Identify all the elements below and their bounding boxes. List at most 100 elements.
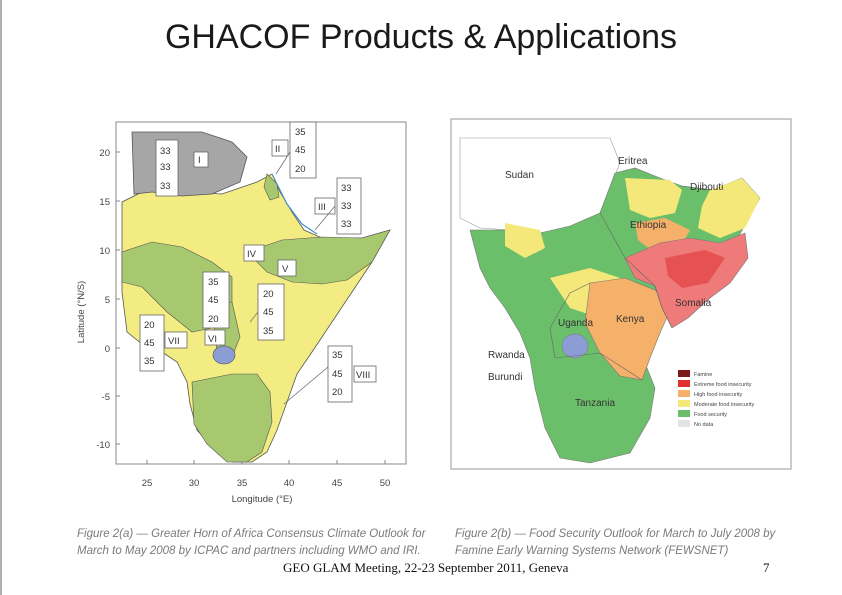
zone-IV-id: IV	[247, 249, 257, 260]
zone-VII-probs-box	[139, 314, 165, 372]
zone-VI-probs-box	[202, 271, 230, 329]
zone-VII-id-box	[164, 331, 188, 349]
lake-victoria	[212, 345, 236, 365]
zone-II-id-box	[271, 139, 289, 157]
region-extreme-2	[665, 250, 725, 288]
legend-swatch-moderate	[678, 400, 690, 407]
label-tanzania: Tanzania	[575, 398, 615, 409]
zone-VIII-prob-above: 35	[332, 350, 343, 361]
x-tick-labels: 25 30 35 40 45 50	[142, 478, 391, 489]
legend-swatch-famine	[678, 370, 690, 377]
region-high-kenya	[584, 277, 673, 381]
zone-labels: 33 33 33 I 35 45 20 II 33 33 33 III IV V…	[139, 121, 377, 403]
y-tick-0: 0	[105, 344, 110, 355]
zone-II-id: II	[275, 144, 280, 155]
zone-VII-prob-above: 20	[144, 320, 155, 331]
region-moderate-1	[625, 178, 682, 218]
zone-II-prob-below: 20	[295, 164, 306, 175]
x-tick-45: 45	[332, 478, 343, 489]
x-tick-50: 50	[380, 478, 391, 489]
zone-III-prob-normal: 33	[341, 201, 352, 212]
food-security-map: Sudan Eritrea Djibouti Ethiopia Somalia …	[450, 118, 792, 470]
label-somalia: Somalia	[675, 298, 712, 309]
label-djibouti: Djibouti	[690, 182, 723, 193]
zone-VII-prob-below: 35	[144, 356, 155, 367]
zone-VIII-probs-box	[327, 345, 353, 403]
zone-VI-id-box	[204, 329, 226, 346]
zone-I-prob-below: 33	[160, 181, 171, 192]
x-axis-label: Longitude (°E)	[232, 494, 293, 505]
zone-kenya-prob-below: 35	[263, 326, 274, 337]
label-rwanda: Rwanda	[488, 350, 525, 361]
x-tick-40: 40	[284, 478, 295, 489]
region-moderate-2	[698, 178, 760, 238]
y-tick-20: 20	[99, 148, 110, 159]
climate-outlook-map: Latitude (°N/S) 20 15 10 5 0 -5 -10 25 3…	[76, 121, 407, 505]
zone-V-id: V	[282, 264, 289, 275]
zone-VIII-id-box	[353, 365, 377, 383]
legend-label-food-security: Food security	[694, 412, 727, 418]
zone-VIII-id: VIII	[356, 370, 370, 381]
legend-label-no-data: No data	[694, 422, 714, 428]
y-tick-15: 15	[99, 197, 110, 208]
zone-III-prob-below: 33	[341, 219, 352, 230]
zone-V-id-box	[277, 259, 297, 277]
x-tick-30: 30	[189, 478, 200, 489]
leader-lines	[249, 151, 336, 405]
zone-VI-prob-normal: 45	[208, 295, 219, 306]
map2-legend: Famine Extreme food insecurity High food…	[678, 370, 754, 428]
label-sudan: Sudan	[505, 170, 534, 181]
zone-I-id: I	[198, 155, 201, 166]
x-tick-25: 25	[142, 478, 153, 489]
page-number: 7	[763, 560, 770, 575]
zone-VII-id: VII	[168, 336, 180, 347]
caption-right: Figure 2(b) — Food Security Outlook for …	[455, 528, 776, 557]
y-tick-5: 5	[105, 295, 110, 306]
region-moderate-4	[505, 223, 545, 258]
zone-VIII-prob-below: 20	[332, 387, 343, 398]
red-sea-coast	[271, 173, 318, 235]
zone-kenya-probs-box	[257, 283, 285, 341]
legend-swatch-food-security	[678, 410, 690, 417]
zone-II-prob-normal: 45	[295, 145, 306, 156]
label-uganda: Uganda	[558, 318, 593, 329]
legend-swatch-high	[678, 390, 690, 397]
zone-III-id: III	[318, 202, 326, 213]
zone-VIII-prob-normal: 45	[332, 369, 343, 380]
legend-label-extreme: Extreme food insecurity	[694, 382, 752, 388]
zone-II-probs-box	[289, 121, 317, 179]
legend-label-moderate: Moderate food insecurity	[694, 402, 754, 408]
label-burundi: Burundi	[488, 372, 522, 383]
zone-VI-id: VI	[208, 334, 217, 345]
caption-left: Figure 2(a) — Greater Horn of Africa Con…	[77, 528, 426, 557]
zone-I-probs-box	[155, 139, 179, 197]
zone-I-prob-normal: 33	[160, 162, 171, 173]
zone-green-3	[263, 173, 280, 201]
y-axis-label: Latitude (°N/S)	[76, 281, 87, 343]
zone-I-climatology	[131, 131, 248, 197]
zone-VI-prob-below: 20	[208, 314, 219, 325]
zone-I-prob-above: 33	[160, 146, 171, 157]
zone-II-prob-above: 35	[295, 127, 306, 138]
zone-VII-prob-normal: 45	[144, 338, 155, 349]
label-eritrea: Eritrea	[618, 156, 648, 167]
zone-IV-id-box	[243, 244, 265, 262]
slide-left-border	[0, 0, 2, 595]
zone-VI-prob-above: 35	[208, 277, 219, 288]
footer-text: GEO GLAM Meeting, 22-23 September 2011, …	[283, 560, 569, 575]
lake-victoria-map2	[561, 333, 589, 359]
y-tick-neg10: -10	[96, 440, 110, 451]
zone-kenya-prob-above: 20	[263, 289, 274, 300]
zone-kenya-prob-normal: 45	[263, 307, 274, 318]
y-tick-labels: 20 15 10 5 0 -5 -10	[96, 148, 110, 451]
x-tick-35: 35	[237, 478, 248, 489]
y-tick-neg5: -5	[102, 392, 110, 403]
zone-III-prob-above: 33	[341, 183, 352, 194]
label-ethiopia: Ethiopia	[630, 220, 667, 231]
legend-swatch-no-data	[678, 420, 690, 427]
country-labels: Sudan Eritrea Djibouti Ethiopia Somalia …	[488, 156, 723, 409]
legend-swatch-extreme	[678, 380, 690, 387]
country-borders	[549, 185, 713, 381]
zone-I-id-box	[193, 151, 209, 168]
zone-III-probs-box	[336, 177, 362, 235]
